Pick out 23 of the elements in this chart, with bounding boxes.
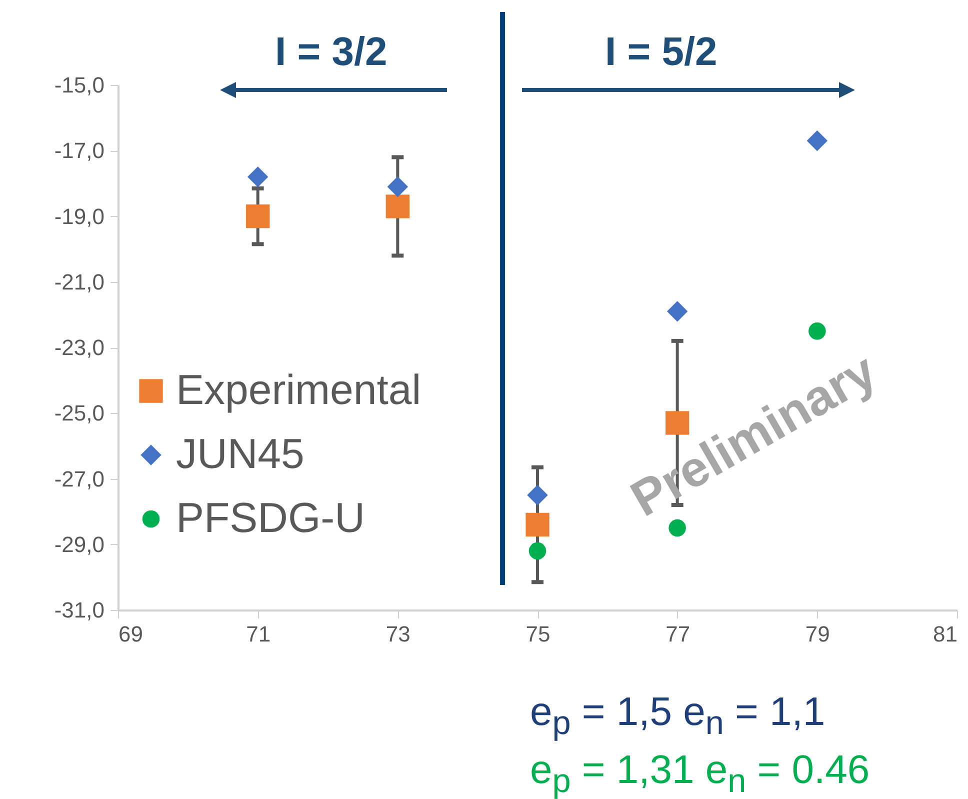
y-tick-label: -23,0 [54, 335, 104, 360]
x-tick-label: 71 [246, 622, 271, 646]
y-tick-label: -17,0 [54, 138, 104, 164]
x-tick-label: 79 [805, 622, 830, 646]
x-tick-label: 75 [526, 622, 550, 646]
legend-label: Experimental [176, 366, 422, 413]
legend-label: JUN45 [176, 430, 304, 477]
text: I = 3/2 [275, 30, 388, 75]
x-tick-label: 73 [386, 622, 410, 646]
x-tick-label: 81 [933, 622, 958, 646]
x-tick-label: 77 [666, 622, 690, 646]
legend-label: PFSDG-U [176, 494, 365, 541]
y-tick-label: -15,0 [54, 72, 104, 98]
text: I = 5/2 [605, 30, 718, 75]
y-tick-label: -27,0 [54, 466, 104, 492]
y-tick-label: -19,0 [54, 204, 104, 229]
text: e$_{p}$ = 1,5 e$_{n}$ = 1,1 [530, 690, 826, 743]
x-tick-label: 69 [118, 622, 143, 646]
y-tick-label: -31,0 [54, 598, 104, 622]
y-tick-label: -29,0 [54, 532, 104, 557]
y-tick-label: -21,0 [54, 269, 104, 294]
y-tick-label: -25,0 [54, 400, 104, 426]
text: e$_{p}$ = 1,31 e$_{n}$ = 0.46 [530, 748, 870, 799]
